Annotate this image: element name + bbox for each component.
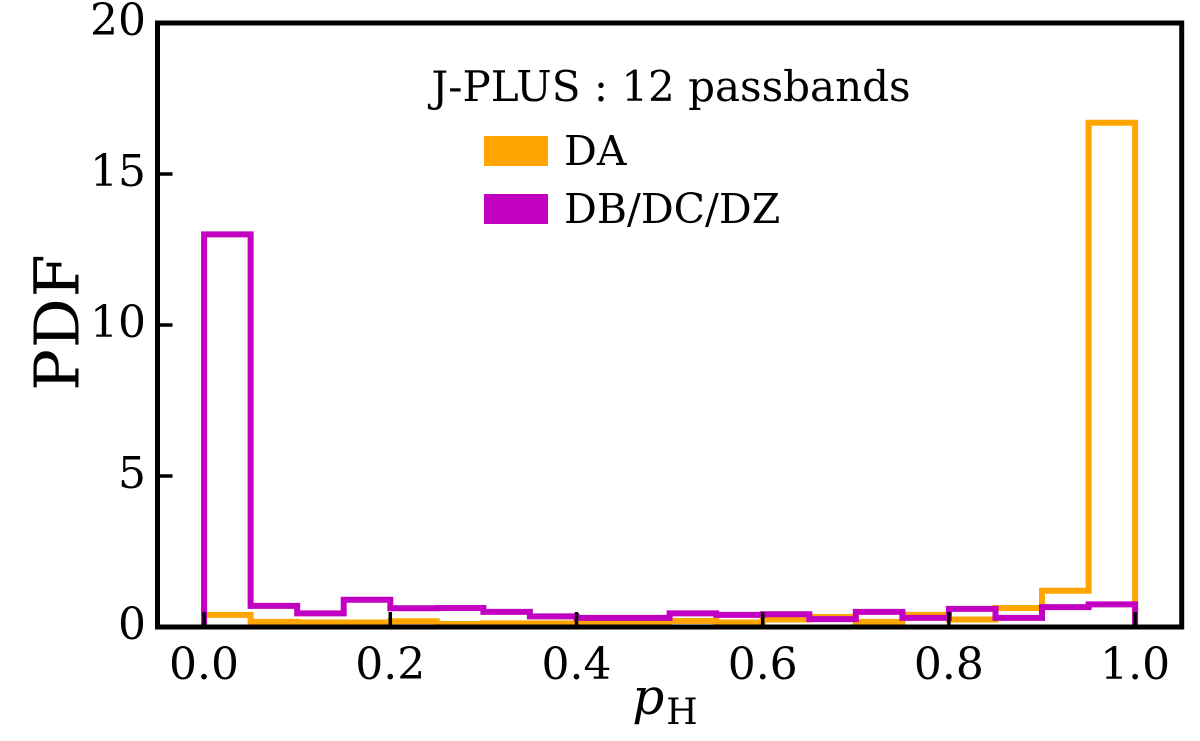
x-tick-label: 0.0 <box>169 639 240 690</box>
x-axis-title: pH <box>632 668 697 733</box>
y-tick-label: 5 <box>118 448 146 499</box>
x-tick-label: 1.0 <box>1100 639 1171 690</box>
x-axis-title-subscript: H <box>666 692 698 733</box>
dbdcdz-legend-swatch <box>484 194 548 224</box>
legend-entry-dbdcdz: DB/DC/DZ <box>484 184 954 233</box>
y-tick-label: 0 <box>118 599 146 650</box>
legend-title: J-PLUS : 12 passbands <box>431 62 911 111</box>
dbdcdz-legend-label: DB/DC/DZ <box>564 184 781 233</box>
x-tick-label: 0.4 <box>541 639 612 690</box>
da-legend-swatch <box>484 136 548 166</box>
legend-entry-da: DA <box>484 126 954 175</box>
y-tick-label: 15 <box>90 146 146 197</box>
x-tick-label: 0.6 <box>727 639 798 690</box>
axes-frame <box>155 20 1185 630</box>
dbdcdz-histogram-line <box>201 231 1139 627</box>
y-tick-label: 10 <box>90 297 146 348</box>
x-axis-title-symbol: p <box>632 668 665 726</box>
y-axis-title: PDF <box>20 253 94 391</box>
legend: J-PLUS : 12 passbands DA DB/DC/DZ <box>388 62 954 233</box>
x-tick-label: 0.8 <box>913 639 984 690</box>
da-legend-label: DA <box>564 126 627 175</box>
x-tick-label: 0.2 <box>355 639 426 690</box>
y-tick-label: 20 <box>90 0 146 46</box>
